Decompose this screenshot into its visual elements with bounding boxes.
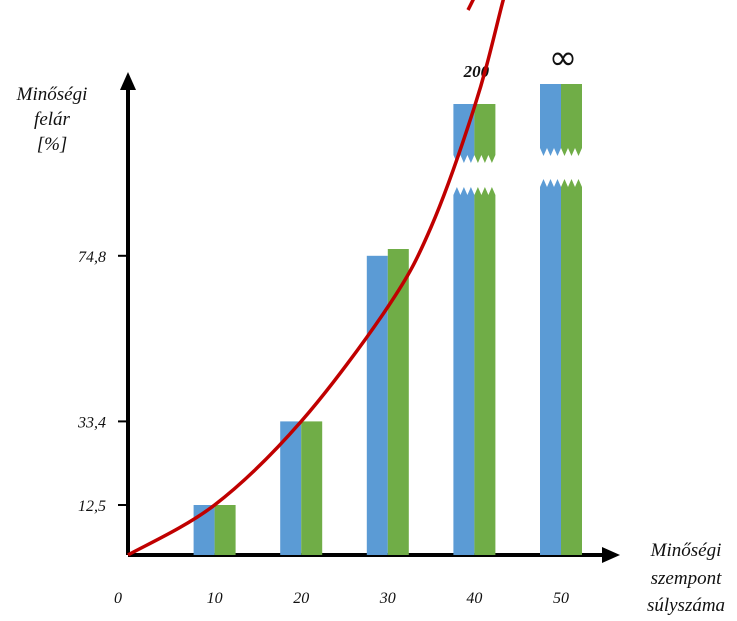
x-tick-label: 40 xyxy=(466,590,482,607)
x-tick-label: 30 xyxy=(379,590,396,607)
bar-series2-30 xyxy=(387,249,409,555)
bar-series2-10 xyxy=(214,505,236,555)
bar-50-infinity-label: ∞ xyxy=(549,38,577,78)
bar-series1-50-lower xyxy=(540,179,561,555)
bar-series2-40-upper xyxy=(474,104,496,163)
x-tick-label: 50 xyxy=(553,590,569,607)
bar-series1-30 xyxy=(366,255,388,556)
bar-series2-50-lower xyxy=(561,179,582,555)
bar-series2-20 xyxy=(301,421,323,555)
x-axis-title-line: súlyszáma xyxy=(647,595,725,616)
bar-series1-40-lower xyxy=(453,187,475,555)
y-axis-title-line: Minőségi xyxy=(16,84,88,105)
y-tick-label: 33,4 xyxy=(77,414,106,431)
bar-series2-50-upper xyxy=(561,84,582,156)
x-axis-title-line: Minőségi xyxy=(650,540,722,561)
y-axis-arrow xyxy=(120,72,136,90)
y-axis-title-line: felár xyxy=(34,109,70,130)
x-tick-label: 10 xyxy=(207,590,223,607)
x-tick-label: 20 xyxy=(293,590,309,607)
y-axis-title-line: [%] xyxy=(37,134,68,155)
bar-series1-50-upper xyxy=(540,84,561,156)
y-tick-label: 74,8 xyxy=(78,249,106,266)
bar-series2-40-lower xyxy=(474,187,496,555)
y-tick-label: 12,5 xyxy=(78,498,106,515)
x-axis-title-line: szempont xyxy=(651,568,722,589)
bar-series1-20 xyxy=(280,421,302,555)
x-axis-arrow xyxy=(602,547,620,563)
x-origin-label: 0 xyxy=(114,590,122,607)
trend-curve xyxy=(127,0,506,557)
